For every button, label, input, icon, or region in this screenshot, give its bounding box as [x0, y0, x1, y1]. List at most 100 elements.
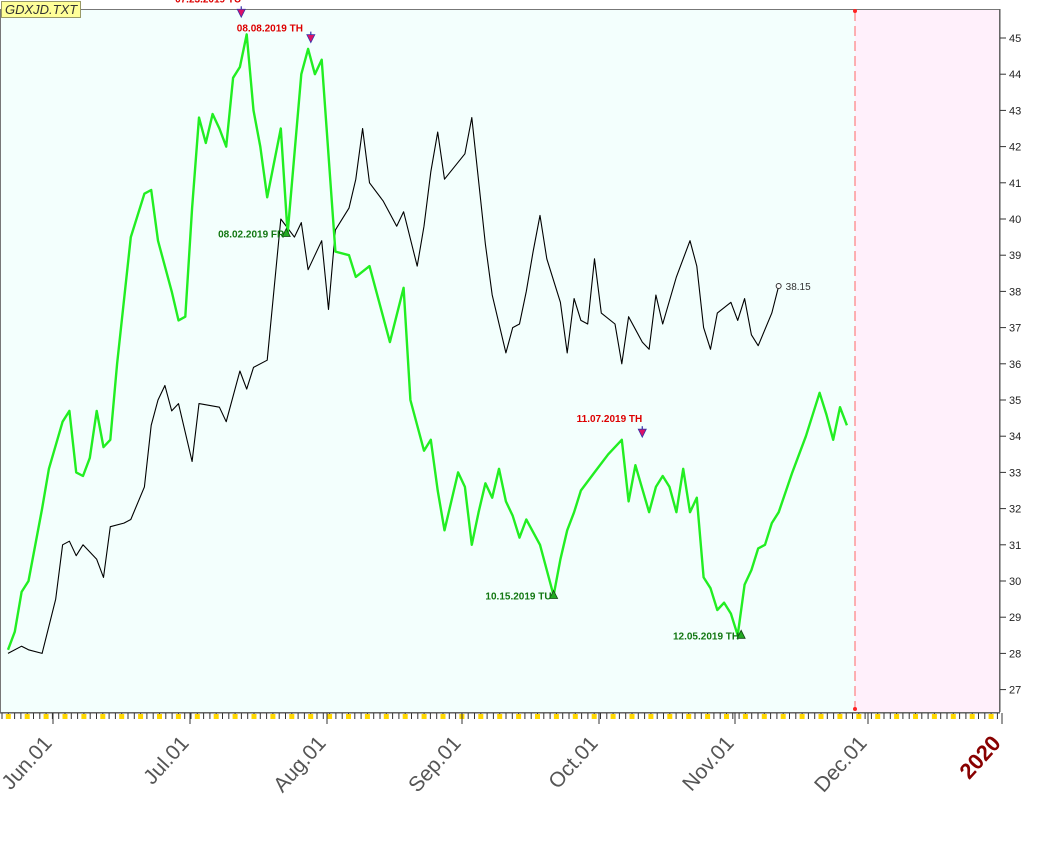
ruler-block	[648, 714, 654, 719]
y-tick-label: 29	[1009, 612, 1021, 624]
ruler-block	[931, 714, 937, 719]
y-tick-label: 28	[1009, 648, 1021, 660]
ruler-block	[969, 714, 975, 719]
ruler-block	[572, 714, 578, 719]
ticker-label: GDXJD.TXT	[1, 1, 82, 18]
x-tick-label: Dec.01	[810, 732, 872, 797]
ruler-block	[251, 714, 257, 719]
ruler-block	[421, 714, 427, 719]
ruler-block	[5, 714, 11, 719]
ruler-block	[761, 714, 767, 719]
ruler-block	[837, 714, 843, 719]
ruler-block	[308, 714, 314, 719]
ruler-block	[100, 714, 106, 719]
trough-annotation: 08.02.2019 FR	[218, 229, 285, 240]
ruler-block	[43, 714, 49, 719]
ruler-block	[553, 714, 559, 719]
last-value-label: 38.15	[786, 282, 811, 293]
ruler-block	[988, 714, 994, 719]
last-value-dot	[775, 282, 782, 289]
projection-series-line	[6, 33, 849, 651]
peak-annotation: 07.23.2019 TU	[175, 0, 241, 5]
series-group	[6, 33, 849, 654]
projection-divider-bottom-dot	[853, 707, 857, 711]
ruler-block	[667, 714, 673, 719]
ruler-block	[364, 714, 370, 719]
y-tick-label: 33	[1009, 467, 1021, 479]
y-tick-label: 35	[1009, 395, 1021, 407]
ruler-block	[119, 714, 125, 719]
x-tick-label: Jul.01	[139, 732, 194, 789]
trough-annotation: 10.15.2019 TU	[485, 591, 551, 602]
projection-background	[855, 9, 1000, 712]
ruler-block	[818, 714, 824, 719]
x-tick-label: Nov.01	[678, 732, 739, 796]
y-tick-label: 43	[1009, 105, 1021, 117]
x-axis-labels: Jun.01 Jul.01 Aug.01 Sep.01 Oct.01 Nov.01 Dec.…	[0, 713, 1006, 797]
trough-marker	[548, 589, 559, 599]
ruler-block	[383, 714, 389, 719]
ruler-block	[157, 714, 162, 719]
ruler-block	[194, 714, 200, 719]
ruler-block	[440, 714, 446, 719]
y-tick-label: 37	[1009, 323, 1021, 335]
ruler-block	[742, 714, 748, 719]
ruler-block	[24, 714, 30, 719]
y-tick-label: 44	[1009, 69, 1021, 81]
y-tick-label: 39	[1009, 250, 1021, 262]
annotation-group: 07.23.2019 TU 08.08.2019 TH 08.02.2019 FR 1…	[175, 0, 746, 642]
trough-marker	[736, 629, 746, 639]
x-tick-label: Sep.01	[404, 732, 466, 797]
price-series-line	[7, 117, 780, 654]
y-tick-label: 34	[1009, 431, 1021, 443]
x-tick-label: Jun.01	[0, 732, 57, 794]
y-tick-label: 42	[1009, 142, 1021, 154]
trough-marker	[281, 227, 291, 237]
ruler-block	[856, 714, 862, 719]
ruler-block	[289, 714, 295, 719]
y-tick-label: 38	[1009, 286, 1021, 298]
y-tick-label: 32	[1009, 504, 1021, 516]
ruler-block	[591, 714, 597, 719]
y-tick-label: 30	[1009, 576, 1021, 588]
y-tick-label: 45	[1009, 33, 1021, 45]
y-tick-label: 36	[1009, 359, 1021, 371]
x-axis-ruler	[1, 713, 998, 719]
ruler-block	[610, 714, 616, 719]
ruler-block	[516, 714, 522, 719]
y-tick-label: 27	[1009, 685, 1021, 697]
ruler-block	[81, 714, 87, 719]
y-tick-label: 40	[1009, 214, 1021, 226]
ruler-block	[894, 714, 900, 719]
y-tick-label: 41	[1009, 178, 1021, 190]
y-axis-ticks: 27 28 29 30 31 32 33 34 35 36 37 38 39 40 41 42 43 44 45	[1000, 33, 1021, 697]
ruler-block	[175, 714, 181, 719]
peak-marker	[236, 8, 246, 19]
peak-annotation: 11.07.2019 TH	[577, 414, 643, 425]
projection-divider-top-dot	[853, 9, 857, 13]
ruler-block	[535, 714, 540, 719]
ruler-block	[327, 714, 333, 719]
ruler-block	[705, 714, 711, 719]
ruler-block	[686, 714, 692, 719]
ruler-block	[138, 714, 144, 719]
peak-marker	[306, 34, 316, 44]
ruler-block	[346, 714, 351, 719]
y-tick-label: 31	[1009, 540, 1021, 552]
ruler-block	[478, 714, 484, 719]
trough-annotation: 12.05.2019 TH	[673, 631, 739, 642]
last-value-group: 38.15	[775, 282, 811, 293]
x-tick-label: Aug.01	[269, 732, 331, 797]
ruler-block	[724, 714, 729, 719]
ruler-block	[629, 714, 635, 719]
ruler-block	[62, 714, 68, 719]
ruler-block	[213, 714, 219, 719]
ruler-block	[270, 714, 276, 719]
x-year-label: 2020	[954, 731, 1005, 784]
ruler-block	[913, 714, 918, 719]
ruler-block	[402, 714, 408, 719]
ruler-block	[497, 714, 503, 719]
x-tick-label: Oct.01	[544, 732, 602, 793]
ruler-block	[875, 714, 881, 719]
